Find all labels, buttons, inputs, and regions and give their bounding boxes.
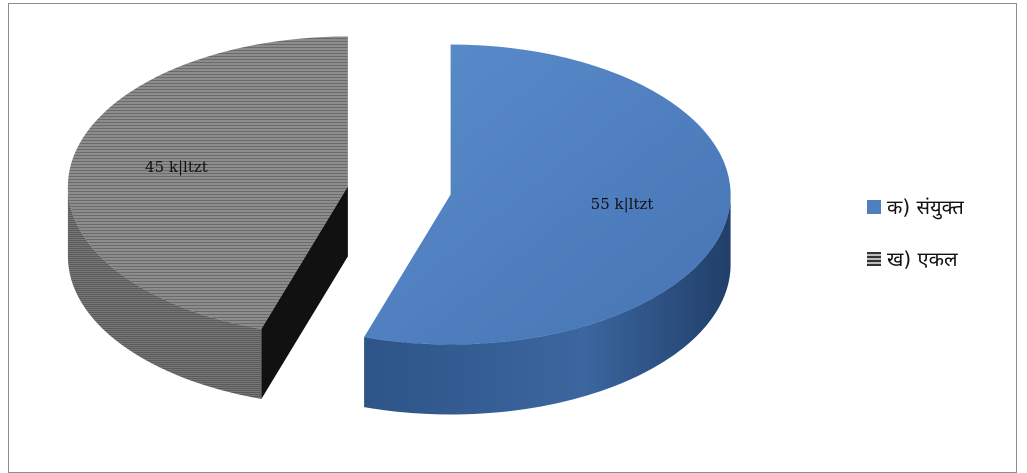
pie-slice-0: [364, 44, 731, 415]
legend-swatch-1: [867, 252, 881, 266]
data-label-0: 55 k|ltzt: [591, 195, 654, 213]
legend-label-1: ख) एकल: [887, 247, 958, 271]
pie-slice-side-0: [364, 194, 731, 415]
pie-chart: 55 k|ltzt 45 k|ltzt क) संयुक्त ख) एकल: [67, 36, 964, 415]
pie-slice-top-0: [364, 44, 731, 345]
legend-item-0: क) संयुक्त: [867, 195, 964, 220]
legend-item-1: ख) एकल: [867, 247, 958, 271]
pie-slice-1: [67, 36, 348, 400]
legend-swatch-0: [867, 200, 881, 214]
data-label-1: 45 k|ltzt: [145, 158, 208, 176]
pie-slice-wall-1: [261, 186, 348, 400]
chart-frame: 55 k|ltzt 45 k|ltzt क) संयुक्त ख) एकल: [8, 3, 1017, 473]
pie-slice-side-1: [67, 186, 262, 400]
legend-label-0: क) संयुक्त: [887, 195, 964, 220]
pie-slice-top-1: [67, 36, 348, 330]
